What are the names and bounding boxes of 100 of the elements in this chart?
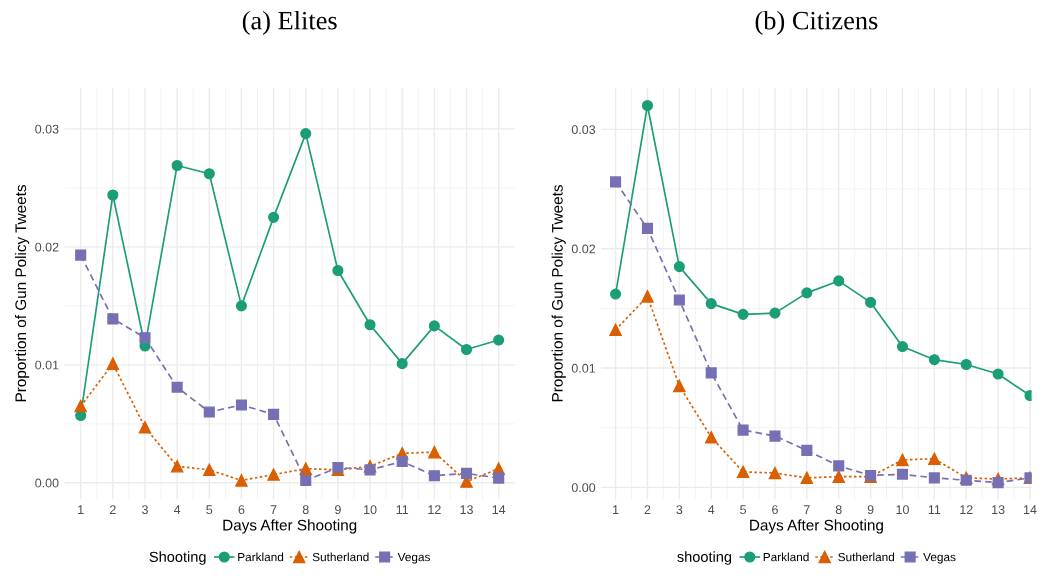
x-tick-label: 4 <box>708 505 715 514</box>
point <box>74 399 87 413</box>
point <box>235 300 248 312</box>
point <box>364 319 376 331</box>
point <box>300 474 312 487</box>
point <box>800 471 814 485</box>
point <box>705 298 717 310</box>
legend-label: Vegas <box>397 553 431 564</box>
point <box>928 472 940 484</box>
point <box>203 463 216 477</box>
x-tick-label: 13 <box>992 505 1005 515</box>
x-tick-label: 10 <box>896 505 909 515</box>
y-tick-label: 0.02 <box>571 244 596 254</box>
point <box>641 99 654 112</box>
point <box>203 406 215 418</box>
point <box>673 294 685 306</box>
point <box>928 354 940 366</box>
point <box>75 249 87 261</box>
legend-label: Sutherland <box>312 552 369 562</box>
chart-title: (a) Elites <box>242 10 337 35</box>
point <box>833 460 845 472</box>
x-tick-label: 7 <box>270 505 277 514</box>
point <box>396 456 408 468</box>
point <box>428 320 440 332</box>
x-tick-label: 3 <box>676 505 683 515</box>
point <box>960 474 972 486</box>
x-axis-title: Days After Shooting <box>750 519 883 534</box>
point <box>332 264 344 277</box>
point <box>610 176 622 188</box>
point <box>299 462 313 475</box>
x-tick-label: 12 <box>960 505 973 514</box>
point <box>107 189 119 201</box>
legend-title: shooting <box>677 551 732 565</box>
point <box>460 343 473 356</box>
x-tick-label: 7 <box>804 505 810 514</box>
x-tick-label: 6 <box>772 505 778 515</box>
y-tick-label: 0.02 <box>35 242 59 252</box>
point <box>493 472 505 484</box>
x-tick-label: 10 <box>364 505 377 515</box>
point <box>768 466 782 480</box>
x-tick-label: 11 <box>396 505 409 514</box>
point <box>235 474 248 487</box>
y-tick-label: 0.03 <box>35 124 59 134</box>
point <box>865 296 877 308</box>
point <box>896 468 909 480</box>
y-tick-label: 0.01 <box>571 363 596 373</box>
legend-label: Parkland <box>763 552 809 562</box>
point <box>460 467 473 479</box>
x-tick-label: 3 <box>141 505 148 515</box>
point <box>705 367 717 379</box>
point <box>609 323 622 337</box>
point <box>235 399 248 411</box>
point <box>673 379 686 393</box>
x-tick-label: 5 <box>206 505 213 515</box>
x-tick-label: 1 <box>78 505 84 514</box>
point <box>428 445 441 459</box>
point <box>203 168 215 180</box>
point <box>769 430 781 442</box>
point <box>960 358 972 371</box>
point <box>832 470 845 483</box>
x-tick-label: 13 <box>460 505 473 515</box>
point <box>992 477 1004 489</box>
point <box>493 334 505 346</box>
point <box>170 460 184 473</box>
point <box>992 368 1004 380</box>
legend-label: Sutherland <box>838 552 895 562</box>
point <box>896 341 909 353</box>
point <box>704 431 718 444</box>
point <box>673 261 685 273</box>
x-tick-label: 12 <box>428 505 441 514</box>
x-tick-label: 9 <box>867 505 874 515</box>
point <box>107 313 119 325</box>
x-tick-label: 2 <box>109 505 116 514</box>
point <box>106 357 120 370</box>
point <box>641 290 654 303</box>
y-tick-label: 0.01 <box>35 360 59 370</box>
x-axis-title: Days After Shooting <box>223 519 357 534</box>
point <box>396 358 408 370</box>
point <box>267 468 280 481</box>
x-tick-label: 6 <box>238 505 245 515</box>
point <box>801 444 813 456</box>
point <box>641 222 654 234</box>
x-tick-label: 1 <box>613 505 619 514</box>
x-tick-label: 4 <box>173 505 181 514</box>
y-axis-title: Proportion of Gun Policy Tweets <box>14 185 30 402</box>
y-tick-label: 0.03 <box>571 125 596 135</box>
x-tick-label: 8 <box>302 505 309 515</box>
point <box>268 211 280 223</box>
x-tick-label: 8 <box>835 505 842 515</box>
point <box>171 381 183 393</box>
point <box>928 452 941 465</box>
point <box>801 287 813 299</box>
legend-label: Parkland <box>238 552 284 562</box>
point <box>428 470 440 482</box>
point <box>896 453 909 467</box>
legend-title: Shooting <box>149 551 206 565</box>
y-tick-label: 0.00 <box>571 483 596 493</box>
y-tick-label: 0.00 <box>35 478 59 488</box>
x-tick-label: 9 <box>335 505 341 515</box>
point <box>171 159 183 172</box>
